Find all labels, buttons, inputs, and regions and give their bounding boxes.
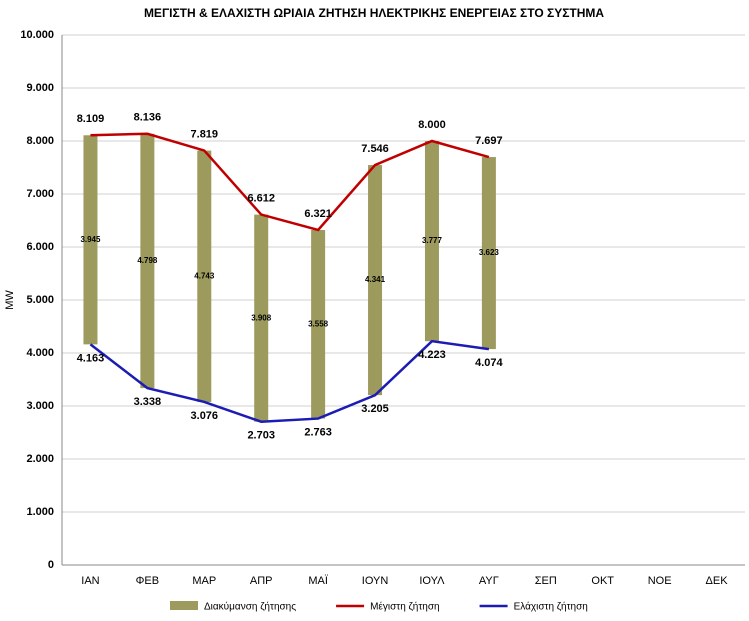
legend-label: Ελάχιστη ζήτηση	[514, 601, 588, 613]
bar-value-label: 3.558	[308, 319, 329, 328]
bar-value-label: 3.945	[80, 235, 101, 244]
line-2	[89, 339, 490, 424]
y-tick-label: 2.000	[26, 453, 54, 465]
y-tick-label: 4.000	[26, 347, 54, 359]
line-value-label: 2.703	[247, 430, 275, 442]
y-tick-label: 0	[48, 559, 54, 571]
line-value-label: 6.321	[304, 208, 332, 220]
line-value-label: 4.163	[77, 352, 105, 364]
line-value-label: 6.612	[247, 192, 275, 204]
line-value-label: 2.763	[304, 426, 332, 438]
y-tick-label: 3.000	[26, 400, 54, 412]
range-bar	[197, 150, 212, 402]
line-1	[90, 132, 490, 232]
x-tick-label: ΜΑΡ	[192, 575, 216, 587]
range-bar	[481, 157, 496, 350]
legend-swatch	[170, 601, 198, 610]
bar-value-label: 3.623	[479, 248, 500, 257]
x-tick-label: ΜΑΪ	[308, 575, 329, 587]
range-bar	[368, 165, 383, 396]
y-tick-label: 1.000	[26, 506, 54, 518]
line-value-label: 7.819	[191, 128, 219, 140]
x-tick-label: ΑΥΓ	[479, 575, 499, 587]
x-tick-label: ΙΟΥΝ	[362, 575, 389, 587]
x-tick-label: ΝΟΕ	[648, 575, 672, 587]
line-value-label: 3.338	[134, 396, 162, 408]
bar-value-label: 3.777	[422, 236, 443, 245]
x-tick-label: ΔΕΚ	[706, 575, 729, 587]
range-bar	[140, 133, 155, 389]
line-value-label: 8.000	[418, 119, 446, 131]
y-tick-label: 10.000	[20, 29, 54, 41]
bar-value-label: 4.798	[137, 256, 158, 265]
line-value-label: 8.109	[77, 113, 105, 125]
x-tick-label: ΟΚΤ	[591, 575, 614, 587]
y-axis-label: MW	[4, 290, 16, 310]
x-tick-label: ΙΑΝ	[81, 575, 99, 587]
legend-label: Μέγιστη ζήτηση	[370, 601, 440, 613]
line-value-label: 7.546	[361, 143, 389, 155]
range-bar	[311, 229, 326, 419]
line-value-label: 3.076	[191, 410, 219, 422]
x-tick-label: ΑΠΡ	[250, 575, 273, 587]
x-tick-label: ΣΕΠ	[535, 575, 557, 587]
bar-value-label: 3.908	[251, 313, 272, 322]
bar-value-label: 4.341	[365, 275, 386, 284]
chart-title: ΜΕΓΙΣΤΗ & ΕΛΑΧΙΣΤΗ ΩΡΙΑΙΑ ΖΗΤΗΣΗ ΗΛΕΚΤΡΙ…	[144, 6, 604, 20]
line-value-label: 7.697	[475, 135, 503, 147]
x-tick-label: ΦΕΒ	[136, 575, 159, 587]
range-bar	[424, 141, 439, 342]
y-tick-label: 7.000	[26, 188, 54, 200]
y-tick-label: 5.000	[26, 294, 54, 306]
y-tick-label: 6.000	[26, 241, 54, 253]
line-value-label: 4.074	[475, 357, 503, 369]
y-tick-label: 8.000	[26, 135, 54, 147]
range-bar	[83, 135, 98, 345]
legend-label: Διακύμανση ζήτησης	[204, 601, 296, 613]
range-bar	[254, 214, 269, 422]
line-value-label: 3.205	[361, 403, 389, 415]
y-tick-label: 9.000	[26, 82, 54, 94]
line-value-label: 8.136	[134, 112, 162, 124]
x-tick-label: ΙΟΥΛ	[419, 575, 445, 587]
bar-value-label: 4.743	[194, 271, 215, 280]
line-value-label: 4.223	[418, 349, 446, 361]
